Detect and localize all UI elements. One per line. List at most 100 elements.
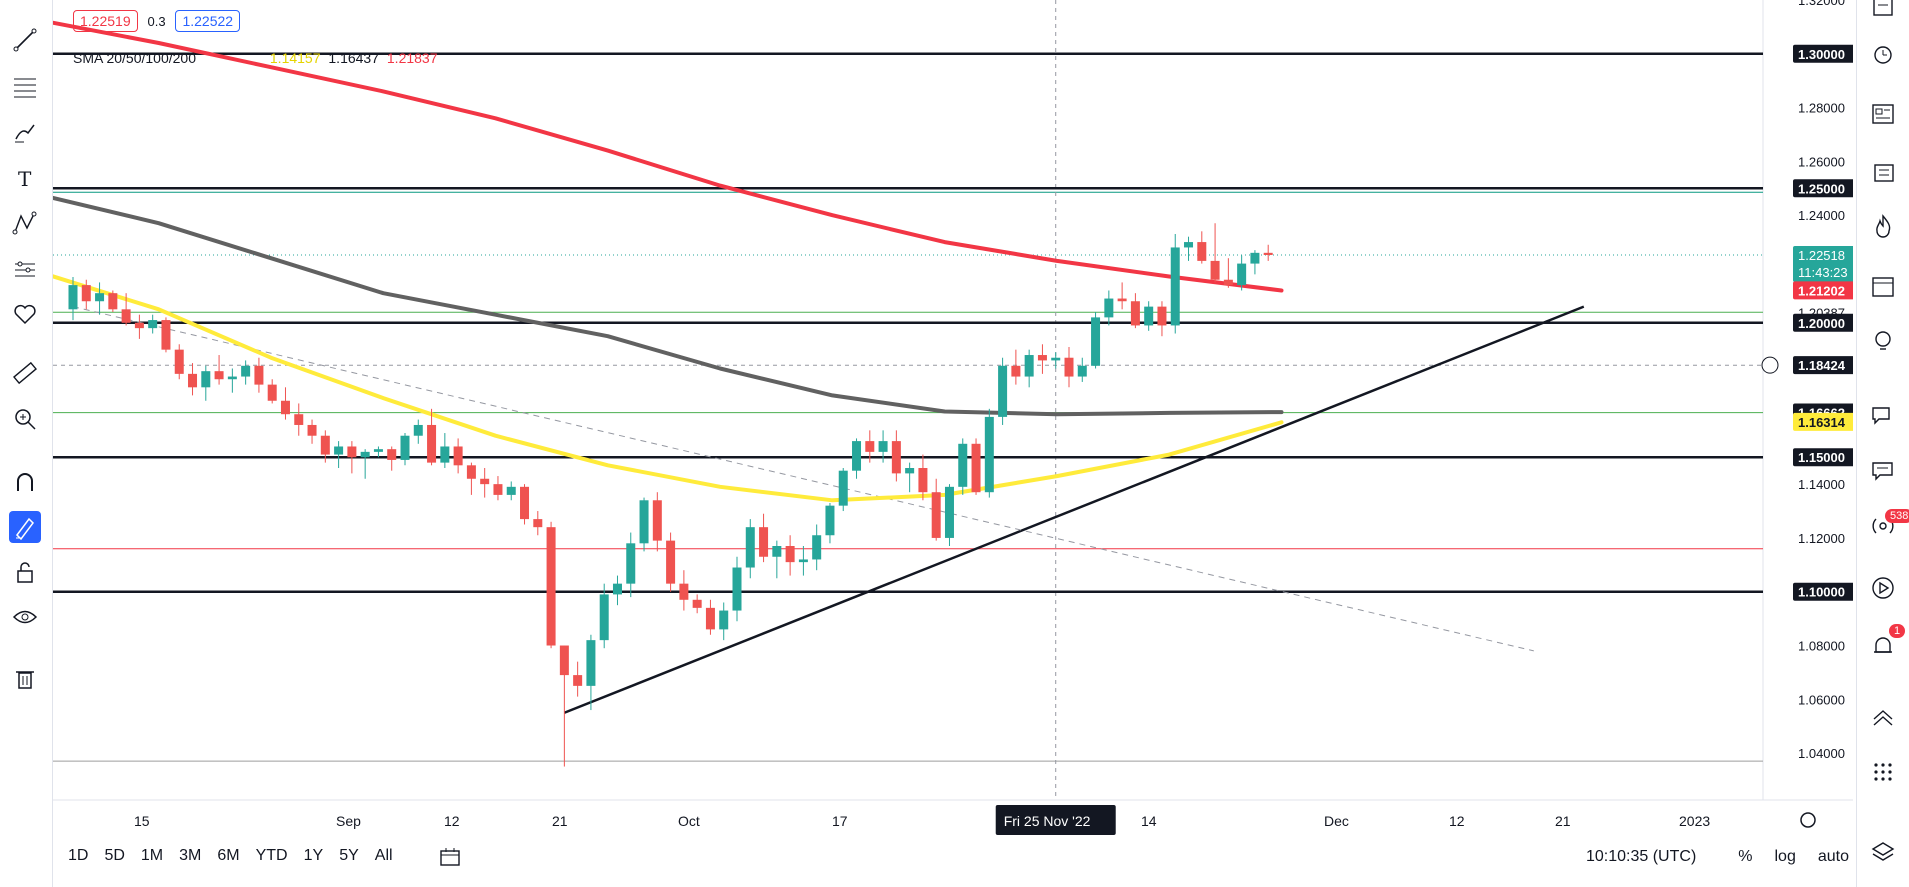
candle-body — [1037, 355, 1047, 361]
candle-17 — [294, 403, 304, 436]
heart-icon[interactable] — [9, 298, 41, 330]
tf-all[interactable]: All — [374, 847, 393, 864]
prediction-tool-icon[interactable] — [9, 253, 41, 285]
y-tick-label-5: 1.12000 — [1798, 531, 1845, 546]
candle-27 — [427, 408, 437, 466]
x-tick-label-8: Dec — [1324, 813, 1349, 829]
y-tick-label-3: 1.24000 — [1798, 208, 1845, 223]
candle-body — [838, 470, 848, 506]
bid-price[interactable]: 1.22519 — [73, 10, 138, 32]
candle-51 — [745, 519, 755, 579]
add-list-icon[interactable] — [1867, 156, 1899, 188]
alarm-clock-icon[interactable] — [1867, 38, 1899, 70]
text-tool-icon[interactable]: T — [9, 162, 41, 194]
candle-body — [1223, 279, 1233, 286]
zoom-icon[interactable] — [9, 403, 41, 435]
brush-tool-icon[interactable] — [9, 116, 41, 148]
log-scale-toggle[interactable]: log — [1774, 848, 1796, 865]
candle-body — [984, 416, 994, 493]
fib-tool-icon[interactable] — [9, 70, 41, 102]
candle-25 — [400, 433, 410, 466]
candle-body — [998, 365, 1008, 417]
ideas-lightbulb-icon[interactable] — [1867, 325, 1899, 357]
play-broadcast-icon[interactable] — [1867, 572, 1899, 604]
candle-53 — [772, 540, 782, 579]
layers-icon[interactable] — [1867, 836, 1899, 868]
stay-in-drawing-mode-icon[interactable] — [9, 511, 41, 543]
candle-10 — [201, 365, 211, 401]
collapse-chevrons-icon[interactable] — [1867, 702, 1899, 734]
eye-icon[interactable] — [9, 601, 41, 633]
candle-body — [134, 322, 144, 329]
candle-87 — [1223, 258, 1233, 288]
candle-body — [825, 505, 835, 536]
trash-icon[interactable] — [9, 662, 41, 694]
bell-notification-icon[interactable] — [1867, 630, 1899, 662]
candle-body — [865, 441, 875, 452]
candle-body — [1197, 242, 1207, 261]
candle-32 — [493, 476, 503, 501]
ask-price[interactable]: 1.22522 — [175, 10, 241, 32]
chat-icon[interactable] — [1867, 455, 1899, 487]
settings-gear-icon[interactable] — [1800, 812, 1816, 828]
candle-body — [971, 443, 981, 493]
x-tick-label-2: 12 — [444, 813, 460, 829]
candle-14 — [254, 357, 264, 393]
sma-value-100: 1.16437 — [328, 50, 379, 66]
pattern-tool-icon[interactable] — [9, 207, 41, 239]
tf-5y[interactable]: 5Y — [339, 847, 359, 864]
candle-body — [666, 540, 676, 584]
lock-icon[interactable] — [9, 556, 41, 588]
tf-1y[interactable]: 1Y — [303, 847, 324, 864]
tf-3m[interactable]: 3M — [179, 847, 202, 864]
watchlist-icon[interactable] — [1867, 0, 1899, 22]
candle-18 — [307, 419, 317, 444]
trendline-0 — [563, 305, 1585, 714]
candle-76 — [1077, 357, 1087, 382]
candle-body — [586, 640, 596, 686]
auto-scale-toggle[interactable]: auto — [1817, 848, 1849, 865]
crosshair-price-label: 1.18424 — [1798, 358, 1846, 373]
candle-3 — [108, 290, 118, 312]
trendline-tool-icon[interactable] — [9, 24, 41, 56]
candle-body — [745, 527, 755, 568]
timeframe-bar: 1D 5D 1M 3M 6M YTD 1Y 5Y All — [60, 845, 469, 874]
x-tick-label-9: 12 — [1449, 813, 1465, 829]
candle-body — [559, 645, 569, 676]
ruler-icon[interactable] — [9, 357, 41, 389]
calendar-icon[interactable] — [1867, 270, 1899, 302]
x-tick-label-7: 14 — [1141, 813, 1157, 829]
tf-6m[interactable]: 6M — [217, 847, 240, 864]
goto-date-icon[interactable] — [431, 845, 469, 874]
tf-1m[interactable]: 1M — [140, 847, 164, 864]
tf-ytd[interactable]: YTD — [255, 847, 288, 864]
candle-71 — [1011, 349, 1021, 385]
candle-21 — [347, 441, 357, 474]
news-icon[interactable] — [1867, 98, 1899, 130]
percent-scale-toggle[interactable]: % — [1738, 848, 1753, 865]
tf-5d[interactable]: 5D — [104, 847, 125, 864]
hotlist-flame-icon[interactable] — [1867, 210, 1899, 242]
candle-body — [480, 478, 490, 485]
scale-controls: 10:10:35 (UTC) % log auto — [1586, 848, 1849, 866]
candle-73 — [1037, 344, 1047, 374]
candle-body — [334, 446, 344, 455]
candle-5 — [134, 314, 144, 339]
x-tick-label-5: 17 — [832, 813, 848, 829]
sma50-price-label-bg — [1793, 412, 1853, 431]
candle-55 — [798, 546, 808, 576]
clock[interactable]: 10:10:35 (UTC) — [1586, 848, 1697, 865]
candle-body — [254, 365, 264, 385]
candle-body — [148, 320, 158, 329]
candle-38 — [573, 661, 583, 697]
dots-grid-icon[interactable] — [1867, 756, 1899, 788]
chats-icon[interactable] — [1867, 400, 1899, 432]
magnet-icon[interactable] — [9, 466, 41, 498]
candle-56 — [812, 524, 822, 571]
candle-body — [1064, 357, 1074, 377]
candle-46 — [679, 570, 689, 611]
tf-1d[interactable]: 1D — [68, 847, 89, 864]
candle-body — [1091, 317, 1101, 366]
candle-58 — [838, 468, 848, 512]
price-chart[interactable]: 1.32000 1.28000 1.26000 1.24000 1.14000 1.120… — [53, 0, 1853, 887]
